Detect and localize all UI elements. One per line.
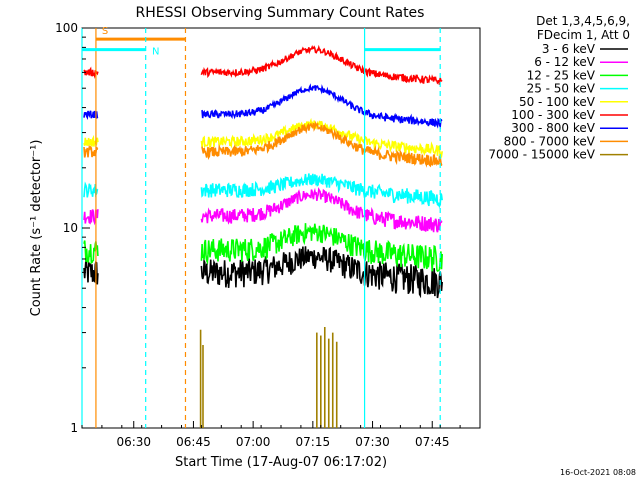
- series-300-800-kev: [83, 83, 443, 130]
- series-line: [200, 173, 443, 209]
- x-tick-label: 06:30: [116, 435, 151, 449]
- annotation-label: N: [152, 47, 159, 58]
- legend-label: 300 - 800 keV: [511, 121, 595, 135]
- series-7000-15000-kev: [199, 326, 338, 428]
- series-100-300-kev: [83, 44, 443, 85]
- series-line: [201, 83, 443, 130]
- x-tick-label: 07:30: [355, 435, 390, 449]
- legend-label: 3 - 6 keV: [542, 42, 596, 56]
- chart-title: RHESSI Observing Summary Count Rates: [136, 5, 425, 21]
- annotation-label: S: [102, 26, 108, 37]
- series-line: [200, 186, 443, 233]
- x-tick-label: 07:15: [296, 435, 331, 449]
- x-axis-label: Start Time (17-Aug-07 06:17:02): [175, 455, 387, 470]
- series-line: [200, 44, 443, 85]
- footer-timestamp: 16-Oct-2021 08:08: [560, 468, 636, 477]
- axis-layer: 06:30 06:45 07:00 07:15 07:30 07:45 1 10 100: [55, 21, 481, 449]
- legend-label: 6 - 12 keV: [534, 55, 596, 69]
- series-line: [200, 246, 443, 299]
- series-25-50-kev: [83, 173, 443, 209]
- series-line: [200, 117, 443, 159]
- legend-label: 50 - 100 keV: [519, 95, 596, 109]
- x-tick-label: 07:00: [236, 435, 271, 449]
- y-tick-label: 10: [63, 221, 78, 235]
- legend-header-line-1: Det 1,3,4,5,6,9,: [536, 14, 630, 28]
- legend-label: 100 - 300 keV: [511, 108, 595, 122]
- y-axis-label: Count Rate (s⁻¹ detector⁻¹): [29, 140, 44, 317]
- series-line: [200, 223, 443, 272]
- annotation-layer: SN: [81, 26, 441, 428]
- x-tick-label: 07:45: [415, 435, 450, 449]
- y-tick-label: 1: [70, 421, 78, 435]
- y-tick-label: 100: [55, 21, 78, 35]
- legend-label: 12 - 25 keV: [527, 68, 596, 82]
- series-layer: [83, 44, 443, 428]
- legend-header-line-2: FDecim 1, Att 0: [537, 28, 630, 42]
- legend: Det 1,3,4,5,6,9, FDecim 1, Att 0 3 - 6 k…: [488, 14, 630, 162]
- legend-label: 25 - 50 keV: [527, 82, 596, 96]
- legend-label: 800 - 7000 keV: [504, 134, 596, 148]
- series-line: [201, 120, 443, 168]
- legend-label: 7000 - 15000 keV: [488, 148, 595, 162]
- x-tick-label: 06:45: [176, 435, 211, 449]
